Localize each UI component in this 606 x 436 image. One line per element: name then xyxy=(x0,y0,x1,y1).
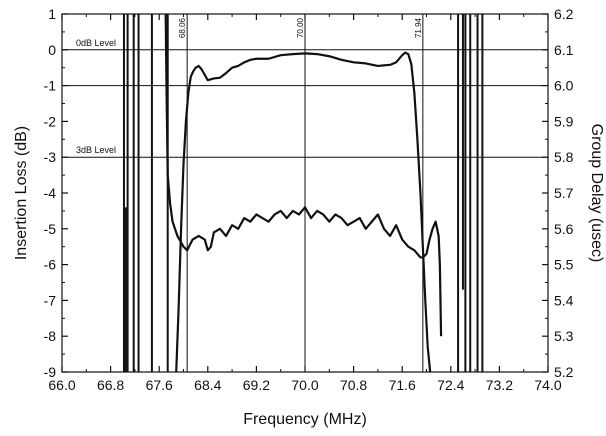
y-axis-title-left: Insertion Loss (dB) xyxy=(13,126,30,260)
x-tick-label: 66.8 xyxy=(97,377,124,393)
y-left-tick-label: -1 xyxy=(44,78,57,94)
y-left-tick-label: -6 xyxy=(44,257,57,273)
y-left-tick-label: -7 xyxy=(44,292,57,308)
y-left-tick-label: -8 xyxy=(44,328,57,344)
y-right-tick-label: 5.5 xyxy=(554,257,574,273)
x-tick-label: 68.4 xyxy=(194,377,221,393)
hline-label-2: 3dB Level xyxy=(76,145,116,155)
reference-lines: 0dB Level 3dB Level 68.06 70.00 71.94 xyxy=(62,14,548,372)
y-right-tick-label: 5.2 xyxy=(554,364,574,380)
y-right-tick-label: 5.8 xyxy=(554,149,574,165)
x-tick-label: 70.0 xyxy=(291,377,318,393)
x-tick-label: 73.2 xyxy=(486,377,513,393)
y-right-tick-label: 5.7 xyxy=(554,185,574,201)
y-left-tick-label: -4 xyxy=(44,185,57,201)
y-left-tick-label: -9 xyxy=(44,364,57,380)
y-left-tick-label: -5 xyxy=(44,221,57,237)
vline-label-1: 70.00 xyxy=(296,17,305,38)
y-right-tick-label: 6.0 xyxy=(554,78,574,94)
y-right-tick-label: 6.1 xyxy=(554,42,574,58)
y-left-tick-label: -2 xyxy=(44,113,57,129)
x-tick-label: 67.6 xyxy=(146,377,173,393)
x-axis-title: Frequency (MHz) xyxy=(243,411,367,428)
hline-label-0: 0dB Level xyxy=(76,38,116,48)
y-left-tick-label: 0 xyxy=(48,42,56,58)
y-left-tick-label: 1 xyxy=(48,6,56,22)
vline-label-0: 68.06 xyxy=(178,17,187,38)
y-right-tick-label: 5.6 xyxy=(554,221,574,237)
group-delay-line xyxy=(165,0,441,336)
y-axis-title-right: Group Delay (usec) xyxy=(588,124,605,263)
y-left-tick-label: -3 xyxy=(44,149,57,165)
insertion-loss-line xyxy=(176,53,430,372)
x-tick-label: 69.2 xyxy=(243,377,270,393)
y-right-tick-label: 5.4 xyxy=(554,292,574,308)
x-tick-label: 71.6 xyxy=(389,377,416,393)
x-tick-label: 70.8 xyxy=(340,377,367,393)
y-right-tick-label: 5.9 xyxy=(554,113,574,129)
y-right-tick-label: 6.2 xyxy=(554,6,574,22)
vline-label-2: 71.94 xyxy=(414,17,423,38)
y-right-tick-label: 5.3 xyxy=(554,328,574,344)
x-tick-label: 72.4 xyxy=(437,377,464,393)
data-series xyxy=(124,0,482,372)
